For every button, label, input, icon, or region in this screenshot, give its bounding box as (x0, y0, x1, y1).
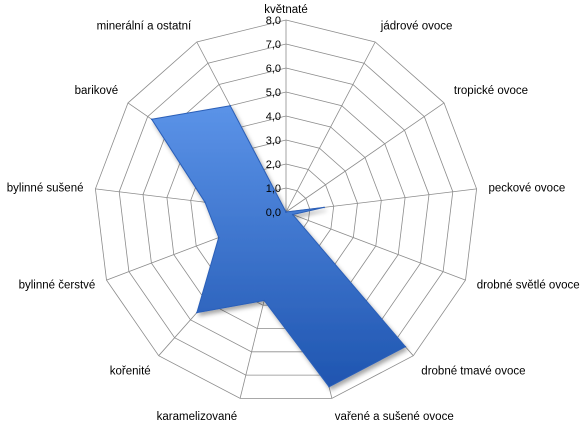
category-label-0: květnaté (264, 4, 307, 16)
tick-label-1: 1,0 (266, 183, 281, 195)
radar-tick-labels: 0,0 1,0 2,0 3,0 4,0 5,0 6,0 7,0 8,0 (266, 15, 281, 219)
category-label-11: barikové (75, 85, 118, 97)
radar-series (150, 104, 407, 388)
data-point-8 (196, 311, 198, 314)
grid-ring-8 (94, 19, 478, 399)
category-label-3: peckové ovoce (489, 182, 566, 194)
category-label-7: karamelizované (157, 411, 238, 421)
radar-category-labels: květnaté jádrové ovoce tropické ovoce pecko… (7, 4, 580, 421)
tick-label-7: 7,0 (266, 39, 281, 51)
data-point-5 (404, 345, 407, 348)
grid-ring-7 (118, 43, 454, 376)
data-point-2 (285, 211, 287, 213)
category-label-9: bylinné čerstvé (19, 279, 96, 291)
data-point-7 (263, 299, 266, 302)
category-label-12: minerální a ostatní (97, 20, 192, 32)
tick-label-6: 6,0 (266, 63, 281, 75)
data-point-9 (217, 236, 220, 239)
tick-label-0: 0,0 (266, 207, 281, 219)
data-point-10 (204, 201, 206, 203)
spoke-4 (285, 211, 466, 281)
category-label-6: vařené a sušené ovoce (335, 411, 454, 421)
spoke-2 (285, 102, 445, 213)
tick-label-3: 3,0 (266, 135, 281, 147)
category-label-2: tropické ovoce (454, 85, 528, 97)
data-point-3 (323, 206, 325, 209)
category-label-8: kořenité (110, 366, 151, 378)
category-label-5: drobné tmavé ovoce (421, 366, 525, 378)
category-label-4: drobné světlé ovoce (477, 279, 580, 291)
grid-ring-6 (142, 67, 430, 353)
radar-spokes (95, 20, 477, 399)
category-label-1: jádrové ovoce (380, 20, 453, 32)
tick-label-5: 5,0 (266, 87, 281, 99)
category-label-10: bylinné sušené (7, 182, 84, 194)
tick-label-2: 2,0 (266, 159, 281, 171)
data-point-6 (328, 386, 330, 388)
data-point-12 (229, 104, 231, 107)
data-point-4 (291, 213, 294, 216)
tick-label-8: 8,0 (266, 15, 281, 27)
data-point-11 (150, 118, 153, 121)
series-area-0 (151, 105, 406, 388)
tick-label-4: 4,0 (266, 111, 281, 123)
spoke-1 (285, 41, 376, 213)
